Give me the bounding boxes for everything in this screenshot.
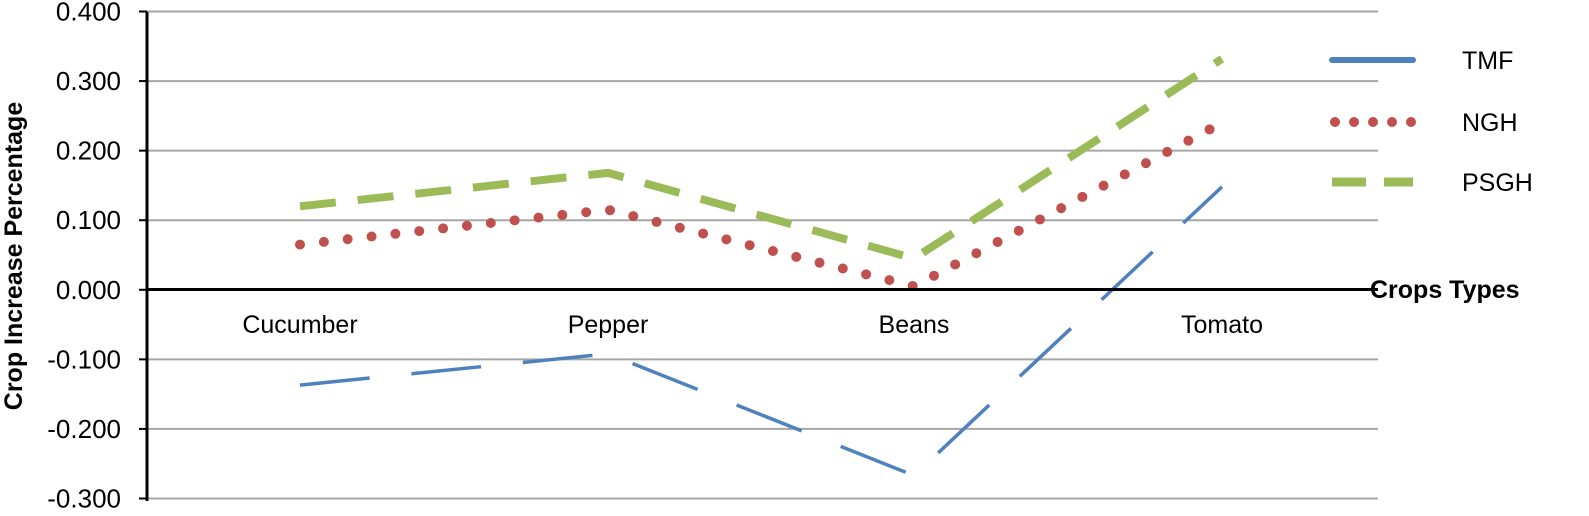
y-tick-label: 0.400 — [56, 0, 121, 27]
category-label: Pepper — [568, 311, 649, 339]
y-tick-label: 0.300 — [56, 66, 121, 96]
category-label: Cucumber — [242, 311, 357, 339]
category-label: Tomato — [1181, 311, 1263, 339]
category-label: Beans — [879, 311, 950, 339]
legend-label-psgh: PSGH — [1462, 169, 1533, 197]
legend-label-tmf: TMF — [1462, 47, 1513, 75]
y-axis-ticks: 0.400 0.300 0.200 0.100 0.000 -0.100 -0.200 -0.… — [47, 0, 147, 514]
gridlines — [147, 10, 1378, 500]
y-tick-label: 0.000 — [56, 275, 121, 305]
legend: TMF NGH PSGH — [1329, 47, 1533, 197]
y-tick-label: -0.100 — [47, 344, 121, 374]
y-tick-label: 0.100 — [56, 205, 121, 235]
y-axis-title: Crop Increase Percentage — [0, 102, 28, 411]
axes — [145, 12, 1378, 501]
x-axis-title: Crops Types — [1370, 276, 1520, 304]
y-tick-label: 0.200 — [56, 136, 121, 166]
y-tick-label: -0.200 — [47, 414, 121, 444]
category-labels: Cucumber Pepper Beans Tomato — [242, 311, 1263, 339]
series-line-psgh — [299, 55, 1225, 263]
series-lines — [295, 55, 1227, 478]
legend-label-ngh: NGH — [1462, 109, 1518, 137]
y-tick-label: -0.300 — [47, 484, 121, 514]
series-line-tmf — [299, 185, 1224, 478]
